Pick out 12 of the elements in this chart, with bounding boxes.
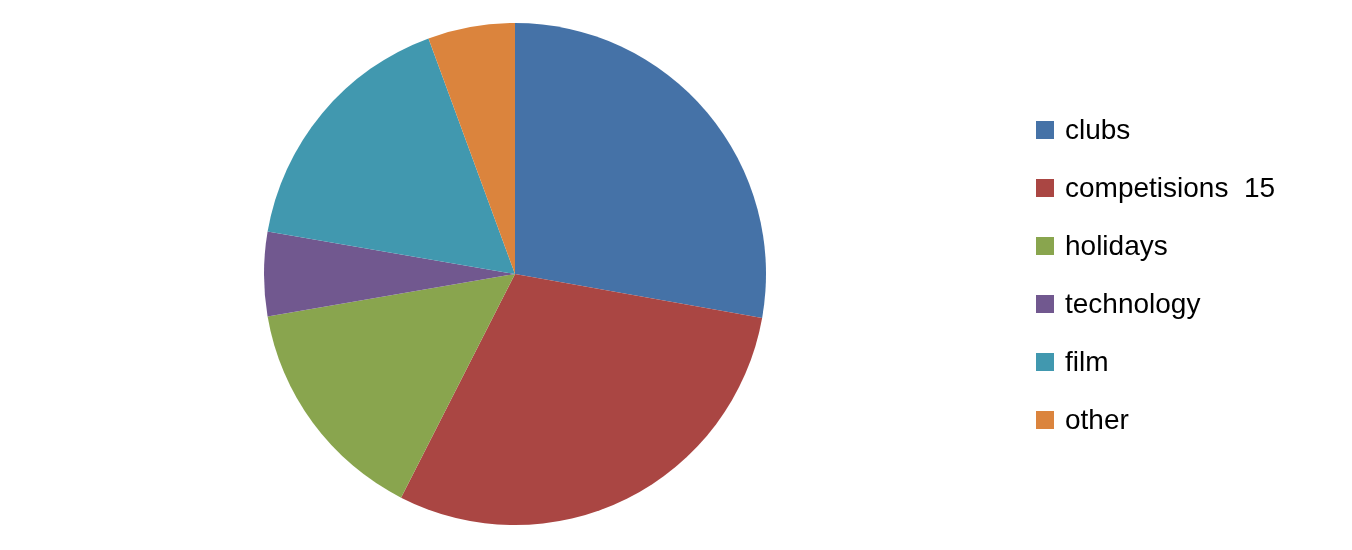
pie-slice <box>428 23 515 274</box>
pie-slice <box>267 38 515 274</box>
pie-slice <box>267 274 515 498</box>
legend-label: technology <box>1065 288 1201 320</box>
pie-slice <box>515 23 766 318</box>
legend-label: competisions 15 <box>1065 172 1276 204</box>
legend-label: holidays <box>1065 230 1168 262</box>
pie-slice <box>401 274 763 525</box>
legend-label: film <box>1065 346 1109 378</box>
legend-label: clubs <box>1065 114 1131 146</box>
pie-slice <box>264 231 515 317</box>
legend-label: other <box>1065 404 1129 436</box>
